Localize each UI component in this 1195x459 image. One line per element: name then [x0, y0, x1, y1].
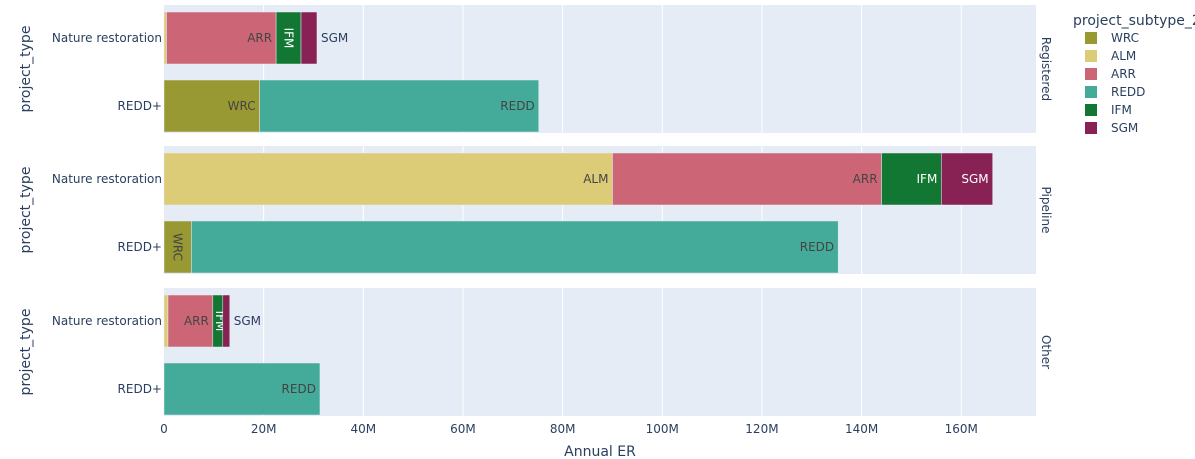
x-axis-title: Annual ER — [564, 444, 636, 459]
y-tick-label: REDD+ — [118, 382, 162, 396]
y-tick-label: Nature restoration — [52, 172, 162, 186]
y-tick-label: REDD+ — [118, 99, 162, 113]
legend-swatch — [1085, 104, 1097, 116]
facet-label-pipeline: Pipeline — [1039, 187, 1053, 234]
legend-label: WRC — [1111, 31, 1139, 45]
bar-pipeline-nature-restoration-alm[interactable] — [163, 152, 613, 206]
facet-pipeline: project_type Pipeline Nature restoration AL… — [18, 146, 1053, 274]
legend-label: IFM — [1111, 103, 1132, 117]
y-axis-title: project_type — [18, 26, 34, 113]
legend-item-ifm[interactable]: IFM — [1085, 103, 1132, 117]
legend-item-redd[interactable]: REDD — [1085, 85, 1145, 99]
legend-swatch — [1085, 86, 1097, 98]
y-tick-label: Nature restoration — [52, 31, 162, 45]
bar-registered-nature-restoration-ifm[interactable] — [275, 11, 302, 65]
data-label: SGM — [321, 31, 348, 45]
y-tick-label: REDD+ — [118, 240, 162, 254]
legend-label: ALM — [1111, 49, 1136, 63]
data-label: SGM — [961, 172, 988, 186]
bar-registered-nature-restoration-alm[interactable] — [163, 11, 167, 65]
data-label: IFM — [917, 172, 938, 186]
legend-label: ARR — [1111, 67, 1136, 81]
bar-other-nature-restoration-alm[interactable] — [163, 294, 169, 348]
x-tick-label: 120M — [745, 422, 778, 436]
legend-item-wrc[interactable]: WRC — [1085, 31, 1139, 45]
data-label: REDD — [500, 99, 534, 113]
bar-other-nature-restoration-arr[interactable] — [167, 294, 214, 348]
data-label: REDD — [282, 382, 316, 396]
y-axis-title: project_type — [18, 167, 34, 254]
bar-registered-nature-restoration-arr[interactable] — [166, 11, 277, 65]
y-tick-label: Nature restoration — [52, 314, 162, 328]
legend-swatch — [1085, 68, 1097, 80]
bar-registered-redd-wrc[interactable] — [163, 79, 260, 133]
data-label: IFM — [281, 28, 295, 49]
facet-label-other: Other — [1039, 335, 1053, 369]
legend-item-arr[interactable]: ARR — [1085, 67, 1136, 81]
x-tick-label: 100M — [646, 422, 679, 436]
x-tick-label: 20M — [251, 422, 277, 436]
data-label: SGM — [234, 314, 261, 328]
legend-item-sgm[interactable]: SGM — [1085, 121, 1138, 135]
x-tick-label: 40M — [351, 422, 377, 436]
x-tick-label: 60M — [450, 422, 476, 436]
x-tick-label: 0 — [160, 422, 168, 436]
facet-label-registered: Registered — [1039, 37, 1053, 101]
facet-panels: project_type Registered Nature restoration… — [18, 5, 1053, 416]
x-tick-label: 160M — [945, 422, 978, 436]
x-tick-label: 80M — [550, 422, 576, 436]
bar-other-redd-redd[interactable] — [163, 362, 321, 416]
data-label: ALM — [583, 172, 608, 186]
bar-pipeline-redd-redd[interactable] — [191, 220, 839, 274]
data-label: REDD — [800, 240, 834, 254]
bar-registered-redd-redd[interactable] — [259, 79, 539, 133]
data-label: ARR — [853, 172, 878, 186]
legend-title: project_subtype_2 — [1073, 13, 1195, 29]
legend-item-alm[interactable]: ALM — [1085, 49, 1136, 63]
data-label: ARR — [184, 314, 209, 328]
legend-swatch — [1085, 122, 1097, 134]
legend-label: SGM — [1111, 121, 1138, 135]
x-tick-label: 140M — [845, 422, 878, 436]
facet-registered: project_type Registered Nature restoration… — [18, 5, 1053, 133]
legend[interactable]: project_subtype_2 WRC ALM ARR REDD IFM SGM — [1073, 13, 1195, 135]
x-axis: 0 20M 40M 60M 80M 100M 120M 140M 160M — [160, 422, 978, 436]
legend-label: REDD — [1111, 85, 1145, 99]
bar-pipeline-nature-restoration-sgm[interactable] — [941, 152, 993, 206]
data-label: WRC — [228, 99, 256, 113]
bar-pipeline-nature-restoration-arr[interactable] — [612, 152, 882, 206]
bar-other-nature-restoration-sgm[interactable] — [222, 294, 231, 348]
bar-pipeline-redd-wrc[interactable] — [163, 220, 192, 274]
y-axis-title: project_type — [18, 309, 34, 396]
data-label: ARR — [247, 31, 272, 45]
bar-registered-nature-restoration-sgm[interactable] — [300, 11, 318, 65]
legend-swatch — [1085, 32, 1097, 44]
legend-swatch — [1085, 50, 1097, 62]
data-label: WRC — [171, 233, 185, 261]
bar-pipeline-nature-restoration-ifm[interactable] — [881, 152, 942, 206]
